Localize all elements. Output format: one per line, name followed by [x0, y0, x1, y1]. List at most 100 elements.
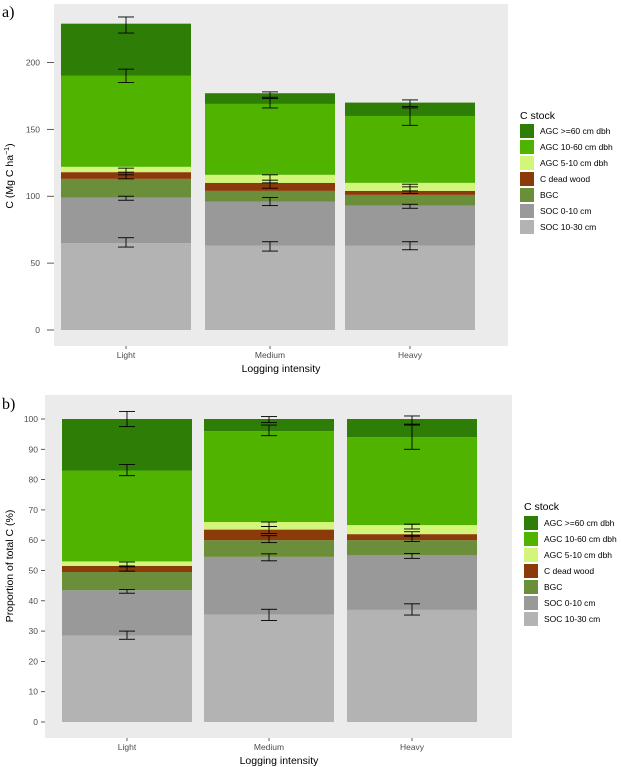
legend-title-b: C stock — [524, 501, 560, 513]
error-bar-b-2-5 — [404, 424, 420, 450]
bar-b-light-0 — [62, 635, 192, 722]
error-bar-b-1-2 — [261, 535, 277, 544]
error-bar-b-1-0 — [261, 608, 277, 621]
legend-label-a-2: AGC 5-10 cm dbh — [540, 158, 608, 168]
bar-a-medium-1 — [205, 201, 335, 246]
error-bar-b-2-2 — [404, 535, 420, 542]
bar-b-heavy-5 — [347, 437, 477, 526]
bar-a-medium-2 — [205, 190, 335, 202]
bar-b-light-2 — [62, 572, 192, 591]
legend-swatch-a-6 — [520, 220, 534, 234]
bar-a-heavy-5 — [345, 115, 475, 183]
error-bar-b-2-0 — [404, 603, 420, 616]
y-axis-title-b: Proportion of total C (%) — [4, 510, 16, 623]
y-tick-label-a-0: 0 — [35, 325, 40, 335]
error-bar-b-1-6 — [261, 416, 277, 424]
x-tick-label-b-0: Light — [118, 742, 137, 752]
legend-swatch-b-3 — [524, 564, 538, 578]
x-axis-title-a: Logging intensity — [242, 363, 322, 375]
bar-b-heavy-0 — [347, 609, 477, 722]
legend-label-a-3: C dead wood — [540, 174, 590, 184]
error-bar-a-2-4 — [402, 107, 418, 126]
error-bar-b-1-1 — [261, 553, 277, 562]
legend-swatch-b-4 — [524, 580, 538, 594]
y-tick-label-a-2: 100 — [26, 191, 40, 201]
error-bar-a-1-1 — [262, 197, 278, 207]
legend-swatch-b-0 — [524, 516, 538, 530]
legend-swatch-a-3 — [520, 172, 534, 186]
chart-panel-a: a) 0 50 100 150 200 Light Medium Heavy Logging… — [2, 4, 613, 375]
legend-label-a-1: AGC 10-60 cm dbh — [540, 142, 613, 152]
y-tick-label-b-6: 60 — [29, 535, 39, 545]
legend-a: C stock AGC >=60 cm dbh AGC 10-60 cm dbh A… — [520, 110, 613, 234]
legend-swatch-a-4 — [520, 188, 534, 202]
x-tick-label-a-1: Medium — [255, 350, 285, 360]
error-bar-a-1-5 — [262, 91, 278, 98]
legend-swatch-a-5 — [520, 204, 534, 218]
legend-label-b-2: AGC 5-10 cm dbh — [544, 550, 612, 560]
y-tick-label-a-1: 50 — [31, 258, 41, 268]
bar-b-light-6 — [62, 419, 192, 471]
error-bar-a-0-0 — [118, 237, 134, 248]
legend-swatch-b-1 — [524, 532, 538, 546]
error-bar-a-1-3 — [262, 174, 278, 184]
y-tick-label-b-0: 0 — [33, 717, 38, 727]
bar-b-medium-2 — [204, 540, 334, 557]
error-bar-a-2-5 — [402, 99, 418, 108]
legend-label-b-3: C dead wood — [544, 566, 594, 576]
error-bar-b-2-3 — [404, 531, 420, 537]
y-tick-label-b-4: 40 — [29, 596, 39, 606]
bar-b-medium-3 — [204, 529, 334, 541]
bar-a-light-1 — [61, 197, 191, 244]
error-bar-a-2-0 — [402, 241, 418, 251]
x-axis-title-b: Logging intensity — [240, 755, 320, 767]
bar-b-medium-0 — [204, 614, 334, 722]
bar-a-light-2 — [61, 178, 191, 198]
legend-label-a-5: SOC 0-10 cm — [540, 206, 592, 216]
y-tick-label-a-3: 150 — [26, 124, 40, 134]
bar-a-light-5 — [61, 75, 191, 167]
legend-label-a-6: SOC 10-30 cm — [540, 222, 596, 232]
error-bar-a-2-1 — [402, 203, 418, 209]
panel-label-a: a) — [2, 4, 14, 21]
bar-b-light-1 — [62, 590, 192, 636]
bar-b-medium-1 — [204, 556, 334, 615]
legend-swatch-b-2 — [524, 548, 538, 562]
bar-b-medium-5 — [204, 431, 334, 523]
error-bar-b-1-5 — [261, 424, 277, 437]
bar-a-heavy-1 — [345, 205, 475, 246]
legend-label-a-0: AGC >=60 cm dbh — [540, 126, 611, 136]
legend-label-b-4: BGC — [544, 582, 562, 592]
error-bar-a-0-5 — [118, 16, 134, 34]
legend-label-a-4: BGC — [540, 190, 558, 200]
bar-a-heavy-2 — [345, 194, 475, 206]
y-axis-title-a: C (Mg C ha−1) — [4, 143, 16, 208]
bar-b-heavy-4 — [347, 525, 477, 535]
legend-label-b-5: SOC 0-10 cm — [544, 598, 596, 608]
x-tick-label-a-2: Heavy — [398, 350, 423, 360]
error-bar-b-0-3 — [119, 561, 135, 567]
y-tick-label-b-7: 70 — [29, 505, 39, 515]
error-bar-b-0-2 — [119, 566, 135, 572]
legend-swatch-a-0 — [520, 124, 534, 138]
error-bar-b-0-1 — [119, 589, 135, 594]
legend-swatch-b-6 — [524, 612, 538, 626]
legend-label-b-6: SOC 10-30 cm — [544, 614, 600, 624]
bar-a-medium-0 — [205, 245, 335, 330]
error-bar-b-1-4 — [261, 521, 277, 528]
error-bar-a-0-3 — [118, 167, 134, 176]
panel-label-b: b) — [2, 396, 15, 413]
x-tick-label-a-0: Light — [117, 350, 136, 360]
x-tick-label-b-2: Heavy — [400, 742, 425, 752]
error-bar-a-0-1 — [118, 195, 134, 201]
legend-swatch-a-1 — [520, 140, 534, 154]
bar-a-heavy-0 — [345, 245, 475, 330]
legend-label-b-1: AGC 10-60 cm dbh — [544, 534, 617, 544]
bar-a-light-0 — [61, 243, 191, 330]
y-tick-label-b-9: 90 — [29, 444, 39, 454]
y-tick-label-b-10: 100 — [24, 414, 38, 424]
bar-b-heavy-2 — [347, 540, 477, 556]
error-bar-a-0-4 — [118, 68, 134, 83]
error-bar-a-2-3 — [402, 183, 418, 192]
error-bar-b-0-4 — [119, 464, 135, 477]
